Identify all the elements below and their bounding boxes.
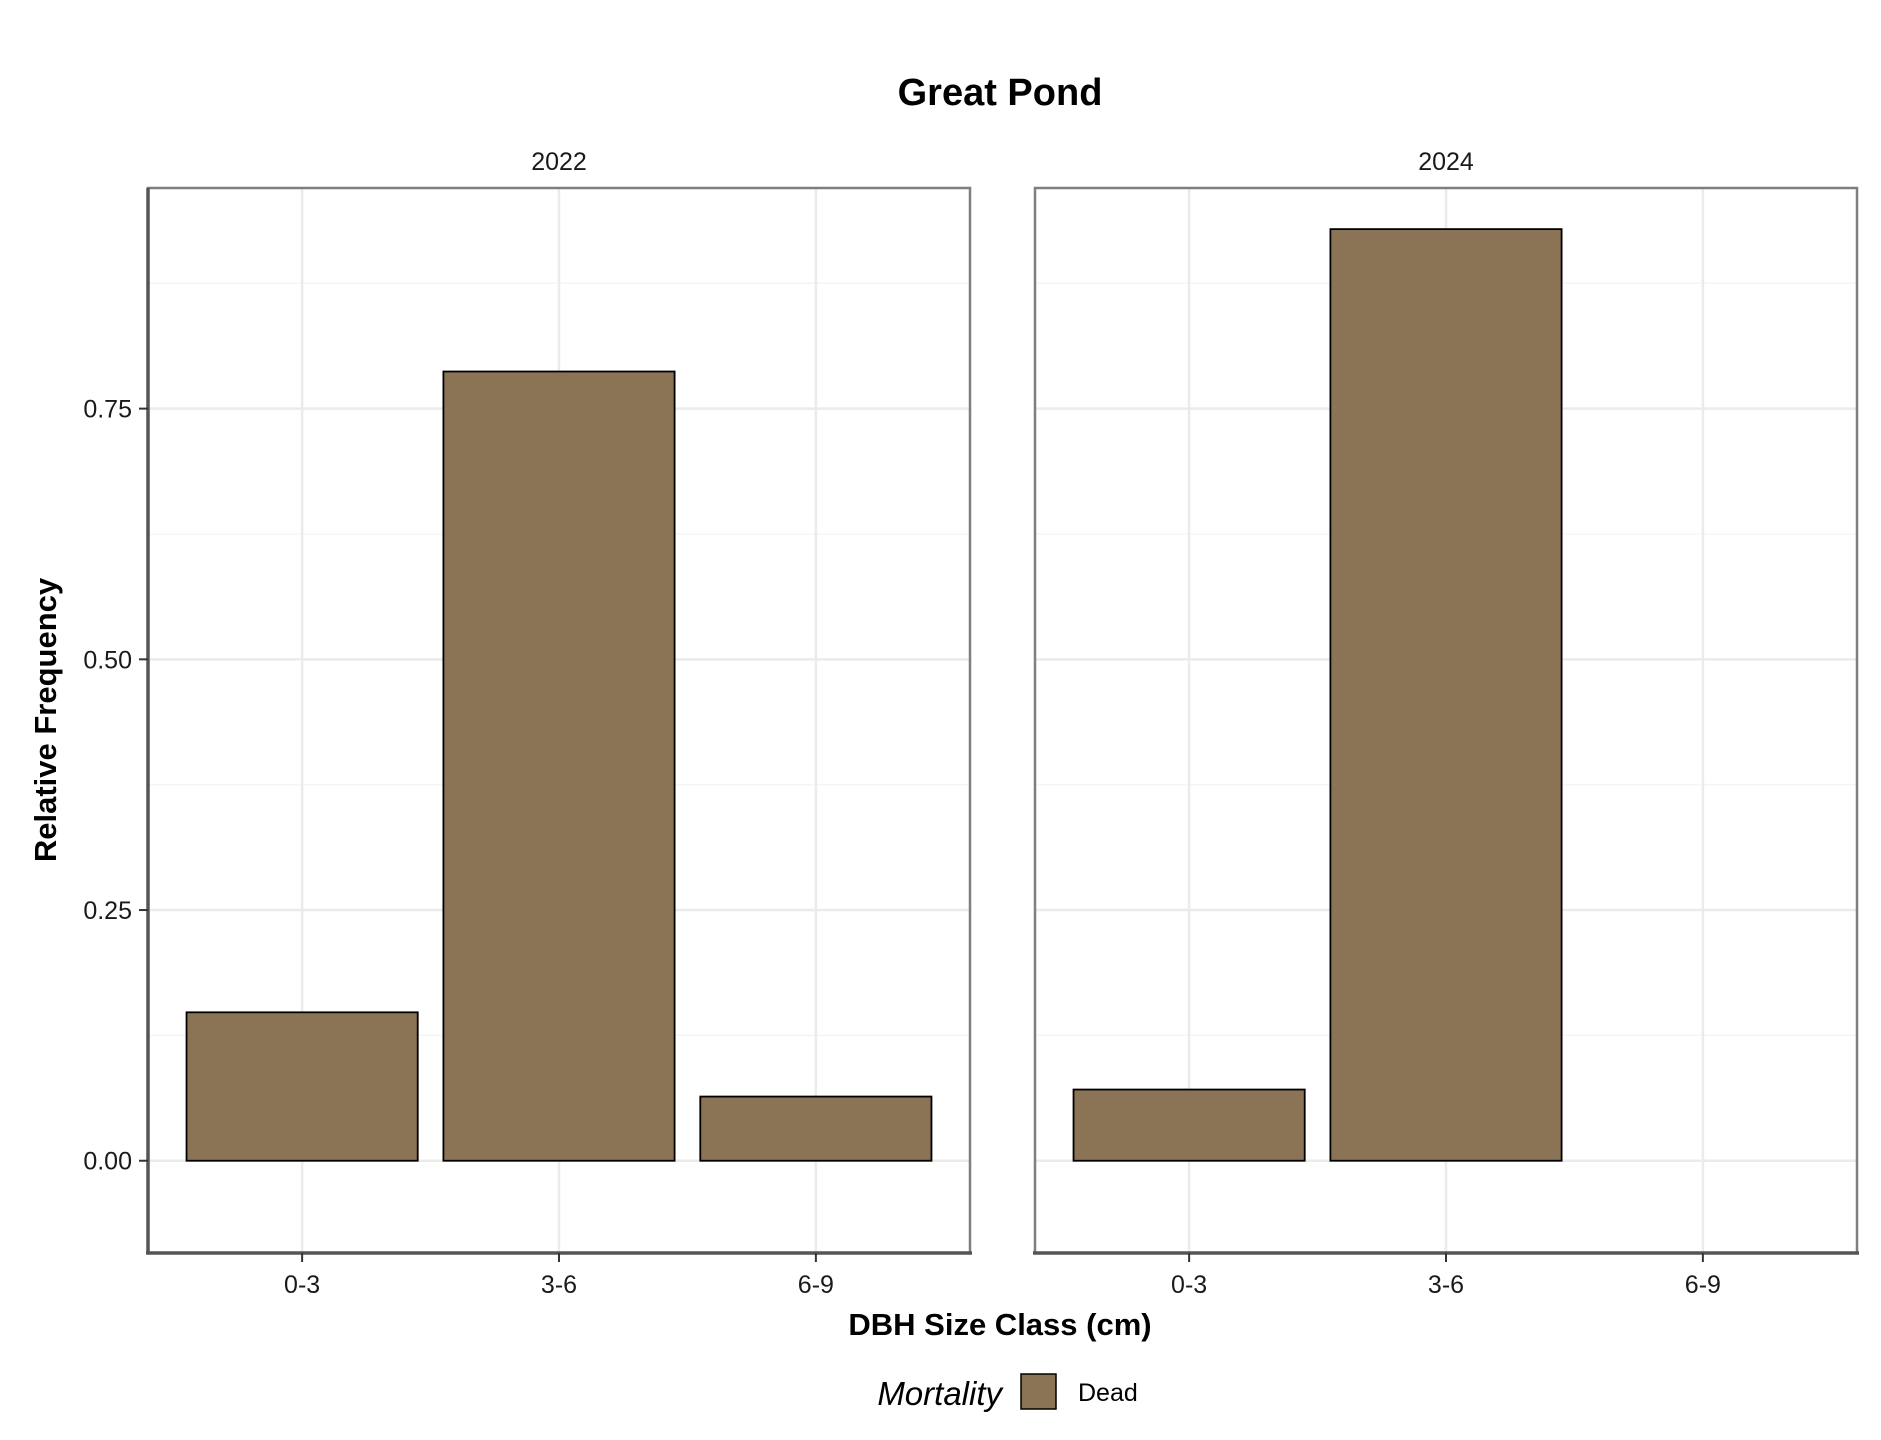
legend-key-dead <box>1020 1373 1057 1410</box>
x-tick-label: 6-9 <box>798 1271 834 1299</box>
y-tick-label: 0.00 <box>83 1148 132 1176</box>
legend-label-dead: Dead <box>1078 1379 1138 1407</box>
legend: Mortality Dead <box>877 1373 1138 1412</box>
x-tick-label: 0-3 <box>1171 1271 1207 1299</box>
bar-2024-0-3 <box>1072 1088 1306 1162</box>
bar-2022-6-9 <box>699 1095 933 1162</box>
panel-2022: 2022 0-3 3-6 6-9 0.00 0.25 0.50 0.75 <box>83 148 972 1299</box>
facet-panels: 2022 0-3 3-6 6-9 0.00 0.25 0.50 0.75 2024 0-3 3-6 6… <box>83 148 1859 1299</box>
legend-title: Mortality <box>877 1375 1004 1412</box>
x-tick-label: 3-6 <box>1428 1271 1464 1299</box>
y-axis-title: Relative Frequency <box>28 577 63 862</box>
y-tick-label: 0.75 <box>83 396 132 424</box>
y-tick-label: 0.50 <box>83 646 132 674</box>
x-tick-label: 3-6 <box>541 1271 577 1299</box>
x-axis-title: DBH Size Class (cm) <box>848 1307 1151 1342</box>
bar-2024-3-6 <box>1329 228 1563 1162</box>
x-tick-label: 0-3 <box>284 1271 320 1299</box>
y-tick-label: 0.25 <box>83 897 132 925</box>
strip-label-2024: 2024 <box>1418 148 1474 176</box>
x-tick-label: 6-9 <box>1685 1271 1721 1299</box>
panel-2024: 2024 0-3 3-6 6-9 <box>1033 148 1859 1299</box>
bar-2022-3-6 <box>442 370 676 1162</box>
chart-title: Great Pond <box>898 72 1103 114</box>
bar-2022-0-3 <box>185 1011 419 1162</box>
strip-label-2022: 2022 <box>531 148 587 176</box>
